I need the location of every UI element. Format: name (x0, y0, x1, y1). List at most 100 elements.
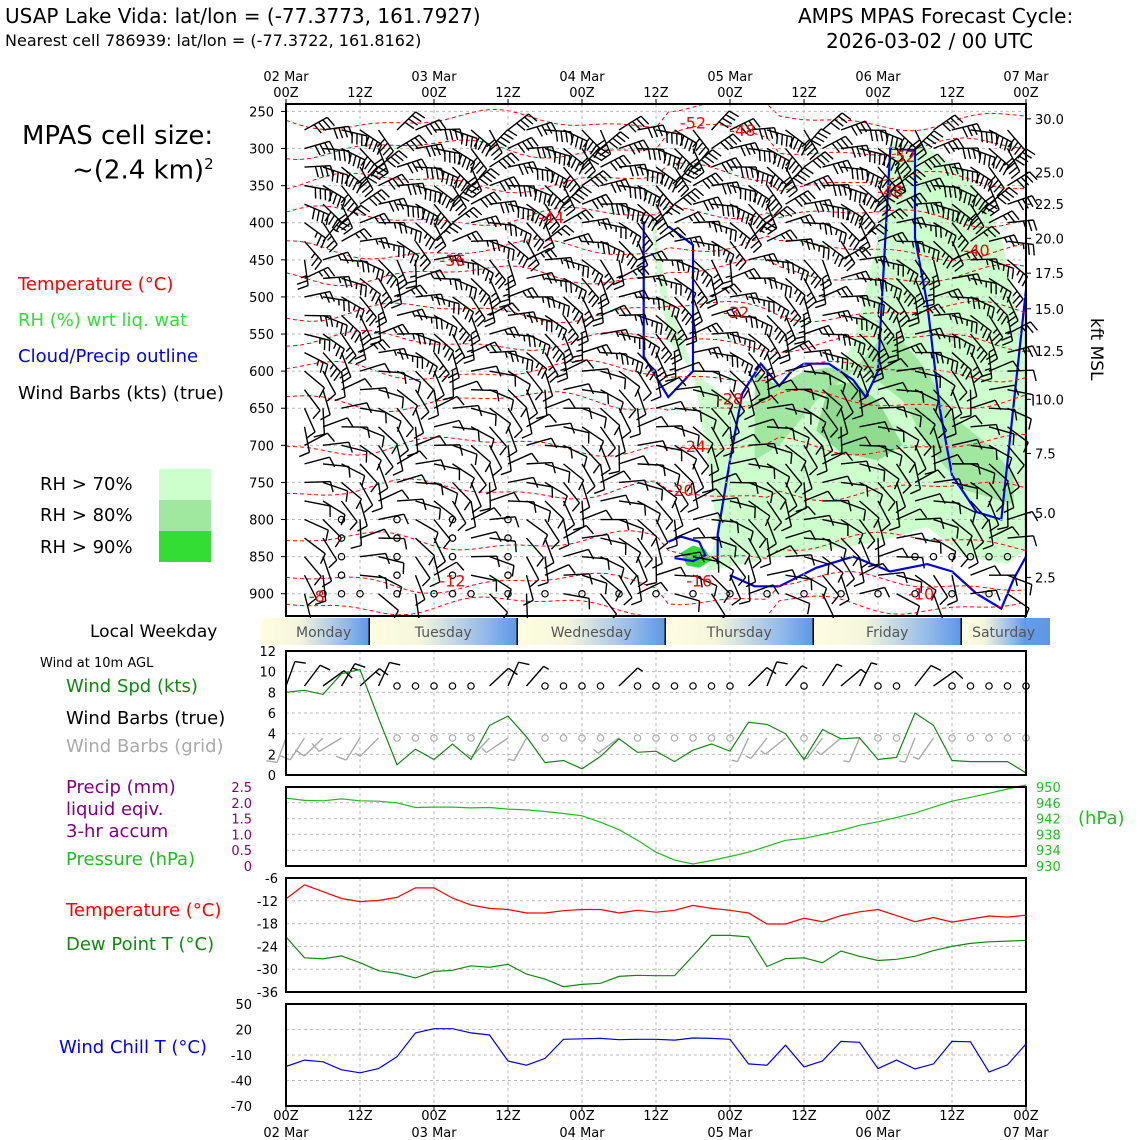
wind-barb-staff (359, 426, 385, 438)
wind-barb-flag (879, 256, 885, 268)
wind-barb-flag (887, 306, 892, 313)
wind-barb (618, 163, 649, 177)
wind-barb (922, 278, 935, 308)
wind-barb-flag (531, 452, 539, 463)
wind-barb-flag (953, 186, 957, 199)
wind-barb-flag (460, 133, 464, 145)
wind-barb-staff (673, 519, 678, 546)
wind-barb-staff (563, 359, 588, 372)
wind-barb (571, 334, 584, 364)
wind-barb-flag (1013, 384, 1020, 396)
wind-barb-flag (785, 156, 794, 167)
wind-barb-staff (766, 569, 793, 576)
wind-barb-staff (785, 426, 810, 439)
wind-barb-staff (766, 379, 792, 391)
wind-barb (781, 500, 793, 532)
wind-barb-flag (341, 173, 344, 185)
wind-barb (670, 734, 679, 742)
wind-barb-flag (440, 219, 449, 230)
wind-barb-calm-circle (319, 589, 327, 598)
wind-barb (573, 500, 585, 531)
wind-barb-flag (919, 192, 928, 203)
bottom-date-label: 06 Mar (855, 1126, 901, 1140)
wind-barb-flag (763, 150, 766, 162)
wind-barb (914, 222, 942, 238)
wind-barb-calm-circle (633, 734, 642, 742)
wind-barb-staff (766, 519, 777, 545)
wind-barb-flag (943, 165, 949, 176)
wind-barb (618, 389, 637, 419)
wind-barb (359, 296, 377, 327)
wind-barb-flag (800, 321, 812, 328)
wind-barb-flag (368, 316, 377, 327)
wind-barb-flag (576, 349, 583, 353)
wind-barb-flag (943, 186, 947, 198)
wind-barb-flag (521, 357, 524, 364)
wind-barb (562, 482, 581, 512)
weekday-name: Wednesday (551, 625, 632, 641)
wind-barb-flag (399, 449, 409, 458)
wind-barb-flag (745, 755, 752, 760)
wind-barb-flag (570, 281, 573, 294)
wind-barb (839, 574, 850, 606)
wind-barb (544, 224, 575, 242)
wind-barb-staff (414, 426, 419, 453)
wind-barb-flag (764, 324, 769, 336)
wind-barb-flag (571, 359, 583, 364)
wind-barb-flag (416, 160, 424, 171)
wind-barb-flag (919, 272, 925, 278)
wind-barb-flag (677, 328, 683, 334)
wind-barb-staff (359, 500, 368, 527)
wind-barb (563, 463, 585, 491)
wind-barb-flag (462, 191, 473, 199)
wind-barb (378, 513, 410, 525)
wind-barb-flag (782, 349, 789, 353)
wind-barb (652, 537, 663, 569)
wind-barb (433, 166, 459, 189)
wind-barb-flag (874, 279, 877, 286)
wind-barb-flag (878, 174, 886, 185)
wind-barb-staff (674, 361, 700, 372)
wind-barb (840, 668, 867, 687)
wind-barb-flag (618, 157, 627, 167)
wind-barb-calm-circle (633, 682, 642, 690)
wind-barb (988, 360, 1020, 372)
wind-barb-flag (569, 182, 578, 193)
wind-barb-flag (345, 346, 351, 353)
wind-barb-flag (430, 272, 435, 279)
wind-barb (544, 166, 569, 191)
wind-barb (465, 500, 477, 532)
wind-barb-flag (472, 160, 482, 171)
wind-barb (470, 277, 491, 307)
wind-barb-flag (657, 275, 663, 287)
wind-barb-flag (699, 551, 705, 563)
wind-barb-flag (740, 211, 746, 223)
wind-barb-flag (776, 180, 784, 191)
wind-barb-staff (822, 389, 843, 408)
wind-barb-flag (596, 312, 603, 316)
wind-barb-flag (623, 378, 627, 390)
wind-barb-flag (864, 220, 873, 230)
wind-barb-flag (448, 516, 456, 528)
wind-barb-staff (414, 408, 425, 434)
wind-barb-flag (995, 503, 1005, 513)
wind-barb-flag (443, 347, 451, 358)
legend-rh80-swatch (159, 500, 211, 531)
wind-barb-flag (370, 482, 378, 493)
wind-barb (729, 457, 761, 469)
wind-barb (840, 184, 867, 206)
wind-barb-flag (902, 169, 912, 179)
wind-barb-staff (470, 500, 477, 527)
legend-temperature-2: Temperature (°C) (66, 900, 222, 921)
wind-barb (951, 222, 969, 252)
wind-barb-flag (698, 146, 707, 156)
wind-barb (637, 314, 663, 335)
wind-barb-calm-circle (504, 589, 512, 598)
wind-barb (688, 148, 705, 180)
wind-barb-flag (697, 527, 706, 538)
wind-barb-flag (924, 182, 932, 193)
wind-barb (859, 223, 889, 242)
wind-barb-flag (920, 581, 923, 593)
wind-barb (933, 114, 964, 132)
pressure-tick-label: 850 (249, 551, 274, 566)
